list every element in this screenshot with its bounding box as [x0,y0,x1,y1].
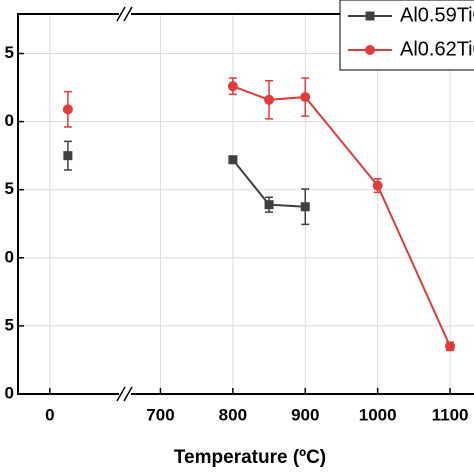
data-point [227,81,238,92]
legend-marker [365,45,375,55]
series-line [232,85,451,347]
y-tick-label: 0 [5,111,14,130]
data-point [264,94,275,105]
axis-break-mark [116,386,126,402]
x-tick-label: 0 [45,405,54,424]
x-tick-label: 800 [219,405,247,424]
data-point [62,104,73,115]
data-point [264,200,274,210]
data-point [228,155,238,165]
legend-marker [365,11,375,21]
axis-break-gap [119,10,131,18]
x-tick-label: 1000 [359,405,397,424]
y-tick-label: 0 [5,247,14,266]
data-point [372,180,383,191]
y-tick-label: 5 [5,179,14,198]
axis-break-mark [123,386,133,402]
x-tick-label: 1100 [432,405,469,424]
legend-box [339,0,474,71]
axis-break-mark [116,6,126,22]
data-point [445,341,456,352]
legend-label: Al0.62Ti0 [400,38,474,60]
x-axis-label: Temperature (ºC) [174,447,326,468]
x-tick-label: 900 [291,405,319,424]
y-tick-label: 5 [5,315,14,334]
data-point [63,151,73,161]
y-tick-label: 5 [5,43,14,62]
axis-break-gap [119,390,131,398]
axis-frame [17,13,474,395]
y-tick-label: 0 [5,383,14,402]
data-point [300,202,310,212]
data-point [300,92,311,103]
x-tick-label: 700 [146,405,174,424]
legend-label: Al0.59Ti0 [400,4,474,26]
axis-break-mark [123,6,133,22]
